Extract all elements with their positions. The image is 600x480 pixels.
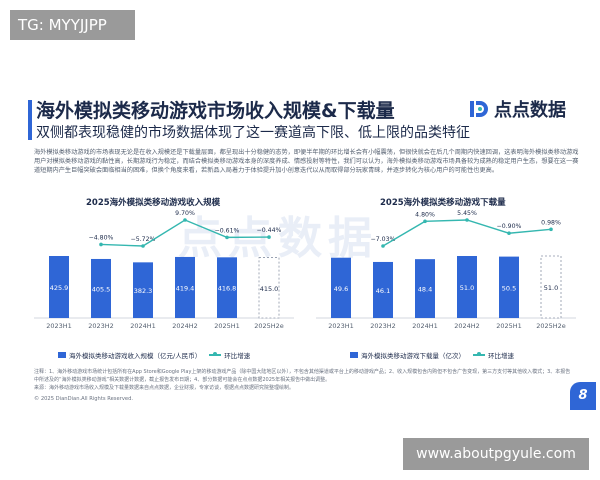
growth-label: −7.03%	[371, 236, 396, 243]
slide-title: 海外模拟类移动游戏市场收入规模&下载量	[36, 100, 395, 122]
bar-value-label: 50.5	[502, 284, 516, 292]
growth-label: −0.61%	[215, 227, 240, 234]
x-tick-label: 2024H2	[172, 322, 198, 330]
bar-2025H1	[499, 256, 519, 318]
copyright-text: © 2025 DianDian.All Rights Reserved.	[34, 396, 134, 402]
chart-title-revenue: 2025海外模拟类移动游戏收入规模	[86, 198, 221, 208]
downloads-chart: 49.6 2023H1 46.1 2023H2 −7.03% 48.4 2024H1 4.80…	[316, 210, 576, 330]
notes-block: 注释：1、海外移动游戏市场统计包括所有在App Store和Google Pla…	[34, 368, 574, 392]
x-tick-label: 2025H2e	[254, 322, 284, 330]
growth-label: 5.45%	[457, 210, 477, 217]
bar-2024H2	[457, 256, 477, 318]
bar-2023H2	[373, 261, 393, 318]
legend-line-swatch	[473, 352, 485, 356]
x-tick-label: 2023H2	[88, 322, 114, 330]
page-number: 8	[570, 382, 596, 410]
x-tick-label: 2024H1	[412, 322, 438, 330]
legend-bar-label: 海外模拟类移动游戏收入规模（亿元/人民币）	[69, 352, 202, 360]
bar-2023H1	[49, 256, 69, 318]
footnote-text: 注释：1、海外移动游戏市场统计包括所有在App Store和Google Pla…	[34, 369, 571, 383]
background-watermark: 点点数据	[178, 213, 378, 264]
x-tick-label: 2024H1	[130, 322, 156, 330]
body-paragraph: 海外模拟类移动游戏的市场表现无论是在收入规模还是下载量层面，都呈现出十分稳健的态…	[34, 149, 579, 174]
legend-bar-swatch	[350, 352, 358, 358]
x-tick-label: 2023H2	[370, 322, 396, 330]
legend-line-swatch	[209, 352, 222, 356]
growth-label: 4.80%	[415, 211, 435, 218]
legend-line-label: 环比增速	[224, 352, 251, 360]
bar-value-label: 382.3	[134, 287, 153, 295]
legend-bar-swatch	[58, 352, 66, 358]
bar-2025H2e	[540, 255, 562, 319]
growth-point	[267, 235, 271, 239]
legend-line-label: 环比增速	[488, 352, 514, 360]
title-accent-bar	[28, 100, 32, 140]
x-tick-label: 2023H1	[46, 322, 72, 330]
diandian-logo-icon	[470, 101, 488, 117]
logo-text: 点点数据	[494, 100, 566, 121]
growth-label: 0.98%	[541, 219, 561, 226]
bar-2024H1	[415, 259, 435, 318]
bar-value-label: 46.1	[376, 287, 390, 295]
growth-line	[382, 219, 552, 247]
bar-value-label: 405.5	[92, 285, 111, 293]
bar-value-label: 48.4	[418, 286, 432, 294]
bar-value-label: 49.6	[334, 285, 348, 293]
bar-value-label: 425.9	[50, 284, 69, 292]
watermark-url: www.aboutpgyule.com	[403, 438, 589, 470]
bar-2023H2	[91, 258, 111, 318]
bar-2024H2	[175, 256, 195, 318]
chart-title-downloads: 2025海外模拟类移动游戏下载量	[380, 198, 506, 208]
source-text: 来源：海外移动游戏市场收入规模及下载量数据来自点点数据，企业财报，专家访谈，根据…	[34, 385, 295, 391]
slide-subtitle: 双侧都表现稳健的市场数据体现了这一赛道高下限、低上限的品类特征	[36, 125, 470, 141]
x-tick-label: 2023H1	[328, 322, 354, 330]
report-slide: 海外模拟类移动游戏市场收入规模&下载量 双侧都表现稳健的市场数据体现了这一赛道高…	[28, 84, 596, 410]
growth-line	[100, 219, 270, 247]
x-tick-label: 2025H1	[496, 322, 522, 330]
growth-point	[99, 242, 103, 247]
watermark-tag: TG: MYYJJPP	[10, 10, 135, 40]
growth-label: −0.44%	[257, 227, 282, 234]
x-tick-label: 2025H2e	[536, 322, 566, 330]
bar-value-label: 51.0	[460, 284, 474, 292]
bar-2025H1	[217, 257, 237, 318]
bar-value-label: 415.0	[260, 285, 279, 293]
growth-label: −5.72%	[131, 236, 156, 243]
revenue-chart: 425.9 2023H1 405.5 2023H2 −4.80% 382.3 2024H1 −…	[34, 210, 294, 330]
legend-bar-label: 海外模拟类移动游戏下载量（亿次）	[361, 352, 465, 360]
x-tick-label: 2024H2	[454, 322, 480, 330]
bar-value-label: 419.4	[176, 284, 195, 292]
bar-2024H1	[133, 262, 153, 318]
growth-label: −4.80%	[89, 234, 114, 241]
downloads-legend: 海外模拟类移动游戏下载量（亿次） 环比增速	[350, 350, 514, 360]
growth-label: 9.70%	[175, 210, 195, 217]
bar-2023H1	[331, 257, 351, 318]
bar-value-label: 416.8	[218, 285, 237, 293]
brand-logo: 点点数据	[468, 96, 566, 122]
growth-label: −0.90%	[497, 223, 522, 230]
bar-value-label: 51.0	[544, 284, 558, 292]
bar-2025H2e	[258, 257, 280, 319]
revenue-legend: 海外模拟类移动游戏收入规模（亿元/人民币） 环比增速	[58, 350, 250, 360]
x-tick-label: 2025H1	[214, 322, 240, 330]
